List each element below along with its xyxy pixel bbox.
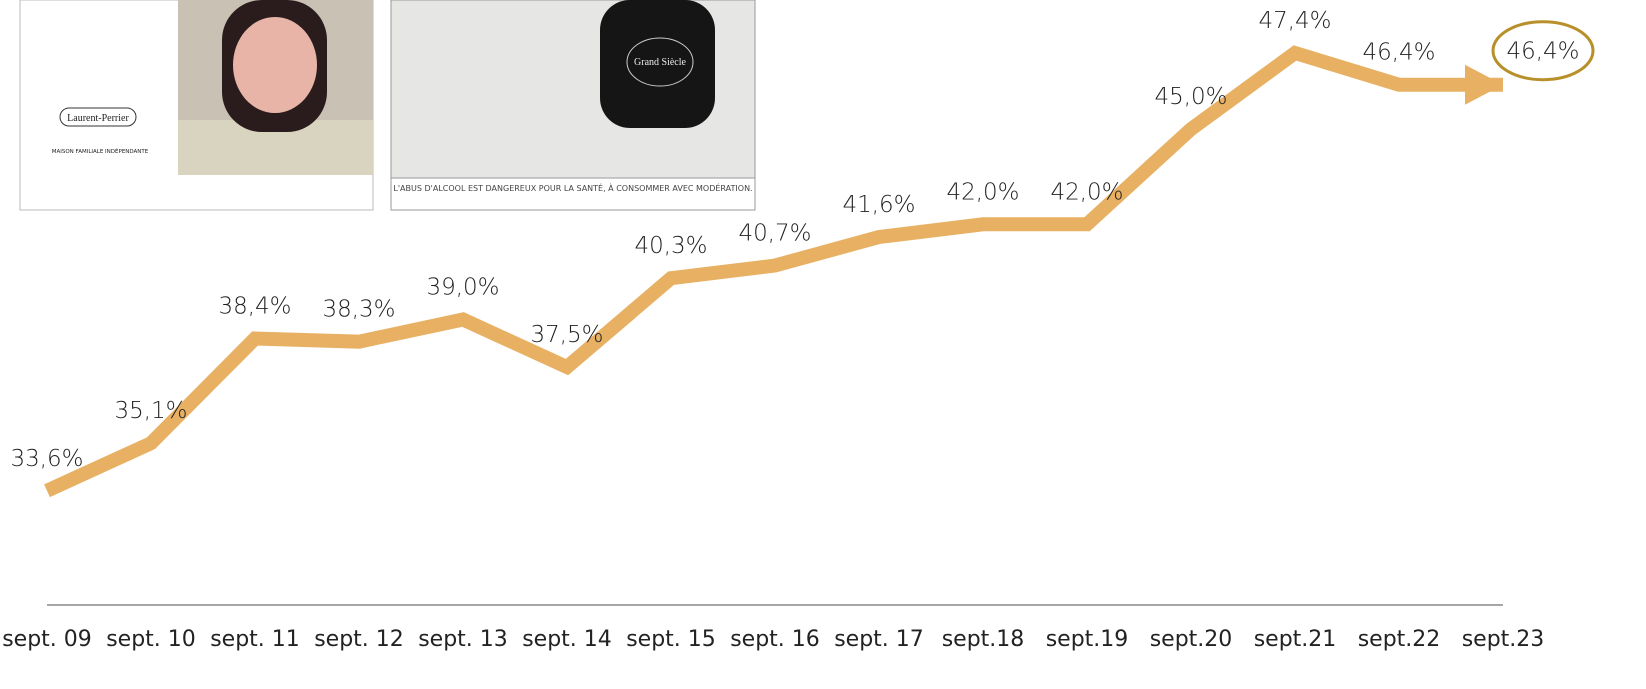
ad-grand-siecle: Grand Siècle L'ABUS D'ALCOOL EST DANGERE… [390,0,756,211]
x-tick-label: sept. 15 [626,627,716,652]
x-tick-label: sept.23 [1462,627,1545,652]
ad-footer [390,177,756,211]
arrowhead [1465,64,1503,105]
x-tick-label: sept. 11 [210,627,300,652]
logo-frame [59,107,137,127]
x-tick-label: sept. 13 [418,627,508,652]
x-tick-label: sept. 09 [2,627,92,652]
x-tick-label: sept. 14 [522,627,612,652]
data-label: 40,3% [634,233,707,259]
x-tick-label: sept.19 [1046,627,1129,652]
data-label: 33,6% [10,446,83,472]
data-label: 38,3% [322,297,395,323]
bottle [600,0,715,128]
x-tick-label: sept. 12 [314,627,404,652]
x-tick-label: sept. 10 [106,627,196,652]
bottle-label [626,37,694,87]
x-tick-label: sept. 17 [834,627,924,652]
data-label: 38,4% [218,294,291,320]
data-label: 45,0% [1154,84,1227,110]
data-label: 35,1% [114,398,187,424]
x-tick-label: sept.21 [1254,627,1337,652]
x-tick-label: sept.18 [942,627,1025,652]
bottle-label [233,17,317,113]
ad-text: MAISON FAMILIALE INDÉPENDANTE [52,147,149,155]
ad-text: Grand Siècle [634,57,686,68]
highlight-ring [1491,20,1595,82]
data-label: 37,5% [530,322,603,348]
data-label: 42,0% [1050,179,1123,205]
ad-text: L'ABUS D'ALCOOL EST DANGEREUX POUR LA SA… [393,182,752,193]
data-label: 40,7% [738,221,811,247]
data-label: 41,6% [842,192,915,218]
ad-laurent-perrier: Laurent-Perrier MAISON FAMILIALE INDÉPEN… [19,0,374,211]
x-tick-label: sept.20 [1150,627,1233,652]
data-label: 46,4% [1362,40,1435,66]
data-label: 46,4% [1506,39,1579,65]
ad-text: Laurent-Perrier [67,113,129,124]
x-tick-label: sept.22 [1358,627,1441,652]
data-label: 42,0% [946,179,1019,205]
line [44,45,1503,498]
data-label: 39,0% [426,274,499,300]
x-tick-label: sept. 16 [730,627,820,652]
data-label: 47,4% [1258,8,1331,34]
